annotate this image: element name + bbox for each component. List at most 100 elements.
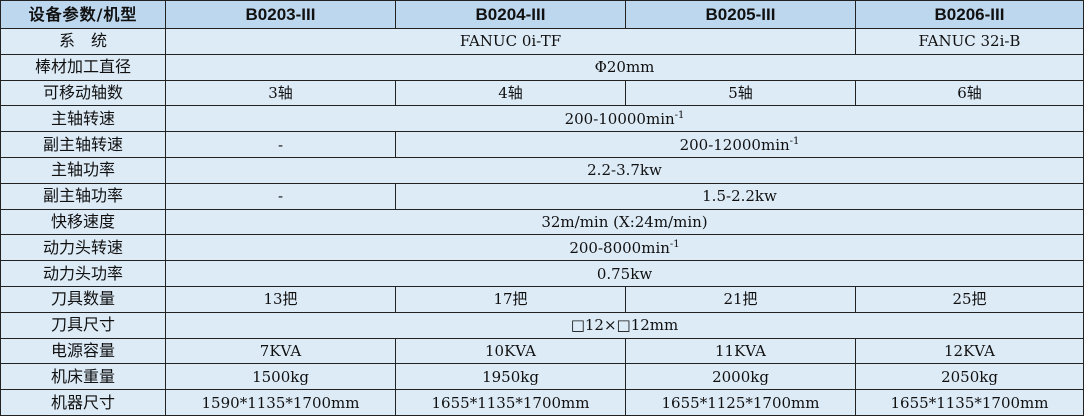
value-cell: Φ20mm xyxy=(165,53,1084,81)
table-row: 机床重量 1500kg 1950kg 2000kg 2050kg xyxy=(0,363,1084,391)
cell-text: FANUC 32i-B xyxy=(918,32,1021,51)
value-cell: - xyxy=(165,182,396,210)
cell-text: 11KVA xyxy=(715,341,766,360)
cell-text: 1655*1125*1700mm xyxy=(661,393,820,412)
value-cell: - xyxy=(165,131,396,158)
cell-text: 200-12000min xyxy=(679,135,790,154)
value-cell: 200-12000min-1 xyxy=(395,131,1084,158)
value-cell: 200-10000min-1 xyxy=(165,105,1084,133)
value-cell: FANUC 32i-B xyxy=(855,28,1084,55)
value-cell: 2050kg xyxy=(855,363,1084,391)
cell-text: 7KVA xyxy=(259,341,302,360)
row-label: 机器尺寸 xyxy=(0,389,166,416)
header-label: 设备参数/机型 xyxy=(0,0,166,29)
table-row: 可移动轴数 3轴 4轴 5轴 6轴 xyxy=(0,79,1084,107)
value-cell: 2000kg xyxy=(625,363,856,391)
cell-text: 21把 xyxy=(723,290,758,309)
cell-text: 2000kg xyxy=(712,367,769,386)
value-cell: 1655*1125*1700mm xyxy=(625,389,856,416)
value-cell: 7KVA xyxy=(165,337,396,365)
value-cell: 32m/min (X:24m/min) xyxy=(165,208,1084,236)
table-row: 机器尺寸 1590*1135*1700mm 1655*1135*1700mm 1655… xyxy=(0,389,1084,416)
model-header: B0204-III xyxy=(395,0,626,29)
cell-text: 1590*1135*1700mm xyxy=(201,393,360,412)
table-row: 动力头转速 200-8000min-1 xyxy=(0,234,1084,262)
unit-exponent: -1 xyxy=(669,238,680,250)
value-cell: 0.75kw xyxy=(165,260,1084,287)
value-cell: 1655*1135*1700mm xyxy=(855,389,1084,416)
row-label: 电源容量 xyxy=(0,337,166,365)
value-cell: 1500kg xyxy=(165,363,396,391)
value-cell: FANUC 0i-TF xyxy=(165,28,856,55)
cell-text: 200-10000min xyxy=(564,109,675,128)
cell-text: 4轴 xyxy=(498,83,523,102)
value-cell: 13把 xyxy=(165,285,396,313)
table-row: 副主轴功率 - 1.5-2.2kw xyxy=(0,182,1084,210)
model-header: B0205-III xyxy=(625,0,856,29)
unit-exponent: -1 xyxy=(674,109,685,121)
value-cell: □12×□12mm xyxy=(165,311,1084,339)
cell-text: 5轴 xyxy=(728,83,753,102)
row-label: 动力头转速 xyxy=(0,234,166,262)
cell-text: 200-8000min xyxy=(569,238,670,257)
table-row: 刀具数量 13把 17把 21把 25把 xyxy=(0,285,1084,313)
model-header: B0206-III xyxy=(855,0,1084,29)
cell-text: 10KVA xyxy=(485,341,536,360)
cell-text: 2050kg xyxy=(941,367,998,386)
value-cell: 1.5-2.2kw xyxy=(395,182,1084,210)
table-row: 快移速度 32m/min (X:24m/min) xyxy=(0,208,1084,236)
table-row: 主轴功率 2.2-3.7kw xyxy=(0,156,1084,184)
unit-exponent: -1 xyxy=(789,135,800,147)
table-row: 系 统 FANUC 0i-TF FANUC 32i-B xyxy=(0,28,1084,55)
value-cell: 4轴 xyxy=(395,79,626,107)
value-cell: 3轴 xyxy=(165,79,396,107)
value-cell: 200-8000min-1 xyxy=(165,234,1084,262)
cell-text: 0.75kw xyxy=(596,264,653,283)
table-row: 主轴转速 200-10000min-1 xyxy=(0,105,1084,133)
row-label: 主轴转速 xyxy=(0,105,166,133)
value-cell: 11KVA xyxy=(625,337,856,365)
value-cell: 5轴 xyxy=(625,79,856,107)
cell-text: 32m/min (X:24m/min) xyxy=(541,212,708,231)
value-cell: 10KVA xyxy=(395,337,626,365)
row-label: 快移速度 xyxy=(0,208,166,236)
row-label: 机床重量 xyxy=(0,363,166,391)
row-label: 棒材加工直径 xyxy=(0,53,166,81)
cell-text: 12KVA xyxy=(944,341,995,360)
value-cell: 2.2-3.7kw xyxy=(165,156,1084,184)
cell-text: 6轴 xyxy=(957,83,982,102)
value-cell: 25把 xyxy=(855,285,1084,313)
cell-text: FANUC 0i-TF xyxy=(459,32,562,51)
value-cell: 17把 xyxy=(395,285,626,313)
row-label: 刀具尺寸 xyxy=(0,311,166,339)
row-label: 主轴功率 xyxy=(0,156,166,184)
row-label: 可移动轴数 xyxy=(0,79,166,107)
value-cell: 1655*1135*1700mm xyxy=(395,389,626,416)
cell-text: 2.2-3.7kw xyxy=(587,161,662,180)
table-row: 副主轴转速 - 200-12000min-1 xyxy=(0,131,1084,158)
cell-text: 3轴 xyxy=(268,83,293,102)
cell-text: 17把 xyxy=(493,290,528,309)
header-row: 设备参数/机型 B0203-III B0204-III B0205-III B0… xyxy=(0,0,1084,29)
cell-text: 25把 xyxy=(952,290,987,309)
cell-text: 1655*1135*1700mm xyxy=(890,393,1049,412)
value-cell: 6轴 xyxy=(855,79,1084,107)
cell-text: □12×□12mm xyxy=(570,316,679,335)
cell-text: - xyxy=(277,187,284,206)
cell-text: 13把 xyxy=(263,290,298,309)
table-row: 动力头功率 0.75kw xyxy=(0,260,1084,287)
table-row: 电源容量 7KVA 10KVA 11KVA 12KVA xyxy=(0,337,1084,365)
cell-text: 1655*1135*1700mm xyxy=(431,393,590,412)
row-label: 刀具数量 xyxy=(0,285,166,313)
row-label: 副主轴转速 xyxy=(0,131,166,158)
cell-text: - xyxy=(277,135,284,154)
row-label: 动力头功率 xyxy=(0,260,166,287)
row-label: 系 统 xyxy=(0,28,166,55)
row-label: 副主轴功率 xyxy=(0,182,166,210)
cell-text: 1.5-2.2kw xyxy=(702,187,777,206)
cell-text: 1500kg xyxy=(252,367,309,386)
cell-text: Φ20mm xyxy=(594,58,655,77)
model-header: B0203-III xyxy=(165,0,396,29)
table-row: 棒材加工直径 Φ20mm xyxy=(0,53,1084,81)
